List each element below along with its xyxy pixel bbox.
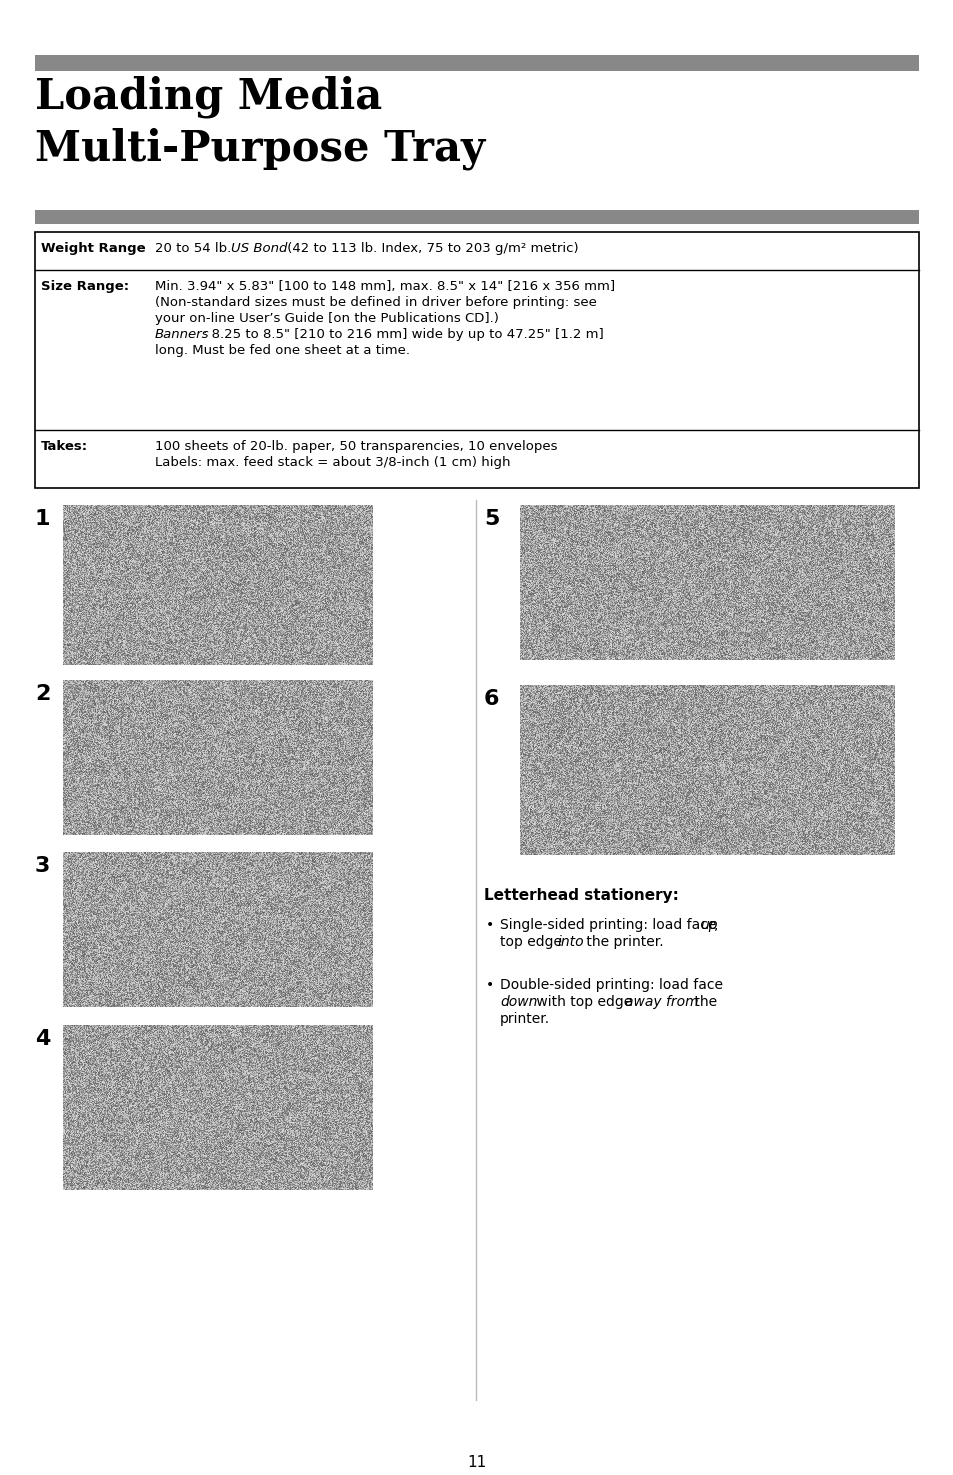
Bar <box>35 209 918 224</box>
Text: 1: 1 <box>35 509 51 530</box>
Text: 5: 5 <box>483 509 498 530</box>
Text: away from: away from <box>624 996 698 1009</box>
Text: •: • <box>485 917 494 932</box>
Text: Multi-Purpose Tray: Multi-Purpose Tray <box>35 127 485 170</box>
Text: Loading Media: Loading Media <box>35 75 382 118</box>
Text: (Non-standard sizes must be defined in driver before printing: see: (Non-standard sizes must be defined in d… <box>154 296 597 308</box>
Text: Size Range:: Size Range: <box>41 280 129 294</box>
Text: printer.: printer. <box>499 1012 550 1027</box>
Text: the: the <box>689 996 717 1009</box>
Text: top edge: top edge <box>499 935 566 948</box>
Text: 20 to 54 lb.: 20 to 54 lb. <box>154 242 235 255</box>
Text: •: • <box>485 978 494 993</box>
Text: ,: , <box>713 917 718 932</box>
Text: (42 to 113 lb. Index, 75 to 203 g/m² metric): (42 to 113 lb. Index, 75 to 203 g/m² met… <box>283 242 578 255</box>
Text: Takes:: Takes: <box>41 440 88 453</box>
Text: 6: 6 <box>483 689 499 709</box>
Bar <box>35 55 918 71</box>
Bar <box>35 232 918 488</box>
Text: Weight Range: Weight Range <box>41 242 146 255</box>
Text: 3: 3 <box>35 855 51 876</box>
Text: down: down <box>499 996 537 1009</box>
Text: : 8.25 to 8.5" [210 to 216 mm] wide by up to 47.25" [1.2 m]: : 8.25 to 8.5" [210 to 216 mm] wide by u… <box>203 327 603 341</box>
Text: with top edge: with top edge <box>532 996 636 1009</box>
Text: Min. 3.94" x 5.83" [100 to 148 mm], max. 8.5" x 14" [216 x 356 mm]: Min. 3.94" x 5.83" [100 to 148 mm], max.… <box>154 280 615 294</box>
Text: Labels: max. feed stack = about 3/8-inch (1 cm) high: Labels: max. feed stack = about 3/8-inch… <box>154 456 510 469</box>
Text: 4: 4 <box>35 1030 51 1049</box>
Text: 2: 2 <box>35 684 51 704</box>
Text: the printer.: the printer. <box>581 935 663 948</box>
Text: Single-sided printing: load face: Single-sided printing: load face <box>499 917 720 932</box>
Text: long. Must be fed one sheet at a time.: long. Must be fed one sheet at a time. <box>154 344 410 357</box>
Text: up: up <box>700 917 717 932</box>
Text: Double-sided printing: load face: Double-sided printing: load face <box>499 978 722 993</box>
Text: into: into <box>558 935 584 948</box>
Text: US Bond: US Bond <box>231 242 287 255</box>
Text: your on-line User’s Guide [on the Publications CD].): your on-line User’s Guide [on the Public… <box>154 313 498 324</box>
Text: Letterhead stationery:: Letterhead stationery: <box>483 888 679 903</box>
Text: 11: 11 <box>467 1454 486 1471</box>
Text: Banners: Banners <box>154 327 210 341</box>
Text: 100 sheets of 20-lb. paper, 50 transparencies, 10 envelopes: 100 sheets of 20-lb. paper, 50 transpare… <box>154 440 557 453</box>
